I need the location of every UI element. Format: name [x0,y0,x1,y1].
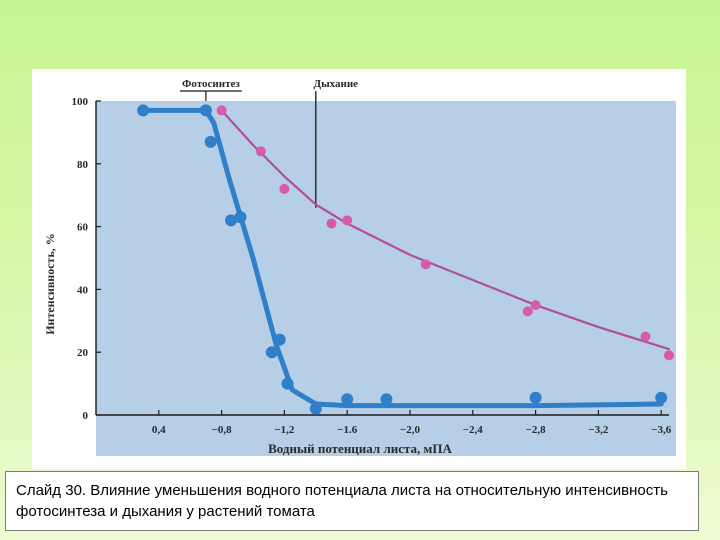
y-tick-label-3: 60 [77,222,89,234]
y-tick-label-5: 100 [72,96,89,108]
y-tick-label-0: 0 [83,410,89,422]
data-point-s1-2 [279,183,290,194]
series-line-0 [140,107,664,409]
data-point-s0-4 [234,211,247,224]
data-point-s0-5 [265,346,278,359]
data-point-s1-5 [420,259,431,270]
data-point-s0-6 [273,333,286,346]
data-point-s1-8 [640,331,651,342]
data-point-s0-1 [199,104,212,117]
y-tick-label-4: 80 [77,159,89,171]
y-axis-label: Интенсивность, % [43,233,57,335]
x-tick-label-7: −3,2 [588,424,609,436]
chart: 0 20 40 60 80 100 0,4 −0,8 −1,2 −1.6 −2,0 −2,4 −2,8 −… [43,78,676,456]
data-point-s0-12 [655,391,668,404]
x-tick-label-2: −1,2 [274,424,295,436]
x-tick-label-8: −3,6 [651,424,672,436]
data-point-s0-0 [137,104,150,117]
x-tick-label-4: −2,0 [400,424,421,436]
slide-caption: Слайд 30. Влияние уменьшения водного пот… [5,471,699,531]
data-point-s1-3 [326,218,337,229]
data-point-s0-7 [281,377,294,390]
x-tick-label-5: −2,4 [463,424,484,436]
data-point-s0-8 [309,402,322,415]
series-line-1 [220,109,671,351]
x-tick-label-6: −2,8 [526,424,547,436]
data-point-s0-10 [380,393,393,406]
x-axis-label: Водный потенциал листа, мПА [268,441,452,456]
data-point-s1-6 [522,306,533,317]
data-point-s0-9 [341,393,354,406]
annotation-label-1: Дыхание [314,78,359,90]
data-point-s0-11 [529,391,542,404]
x-tick-label-0: 0,4 [152,424,166,436]
x-tick-label-1: −0,8 [212,424,233,436]
data-point-s0-2 [204,135,217,148]
data-point-s1-4 [342,215,353,226]
data-point-s1-9 [664,350,675,361]
caption-text: Слайд 30. Влияние уменьшения водного пот… [16,482,668,520]
data-point-s0-3 [225,214,238,227]
x-tick-label-3: −1.6 [337,424,358,436]
data-point-s1-1 [255,146,266,157]
data-point-s1-7 [530,300,541,311]
annotation-label-0: Фотосинтез [182,78,240,90]
y-tick-label-2: 40 [77,284,89,296]
y-tick-label-1: 20 [77,347,89,359]
chart-frame: 0 20 40 60 80 100 0,4 −0,8 −1,2 −1.6 −2,0 −2,4 −2,8 −… [32,69,686,469]
data-point-s1-0 [216,105,227,116]
